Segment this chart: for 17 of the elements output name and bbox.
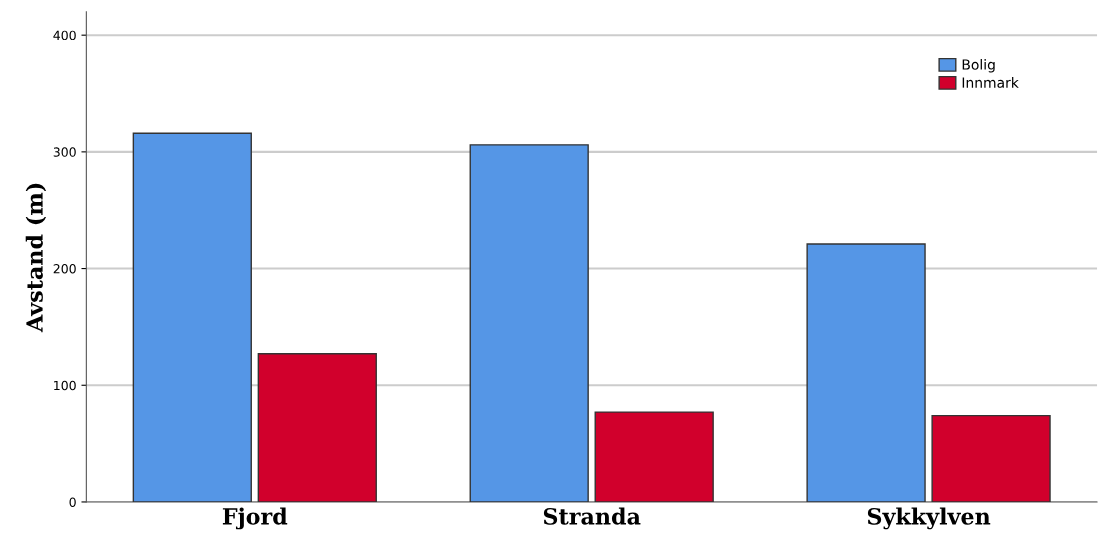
bar [257, 353, 377, 502]
legend-label: Innmark [962, 77, 1019, 88]
y-tick-label: 300 [53, 147, 76, 157]
bar [132, 132, 252, 502]
x-tick-label: Stranda [543, 507, 641, 525]
y-tick-label: 100 [54, 380, 76, 391]
bar [469, 144, 589, 502]
bar [594, 411, 714, 502]
x-tick-label: Sykkylven [867, 507, 991, 530]
y-tick-label: 200 [53, 264, 76, 274]
y-axis-title: Avstand (m) [25, 183, 47, 333]
bar [806, 243, 926, 502]
y-tick-label: 400 [53, 30, 76, 41]
x-tick-label: Fjord [222, 507, 288, 530]
y-tick-label: 0 [69, 497, 76, 507]
legend-label: Bolig [962, 59, 995, 73]
bar [931, 414, 1051, 502]
